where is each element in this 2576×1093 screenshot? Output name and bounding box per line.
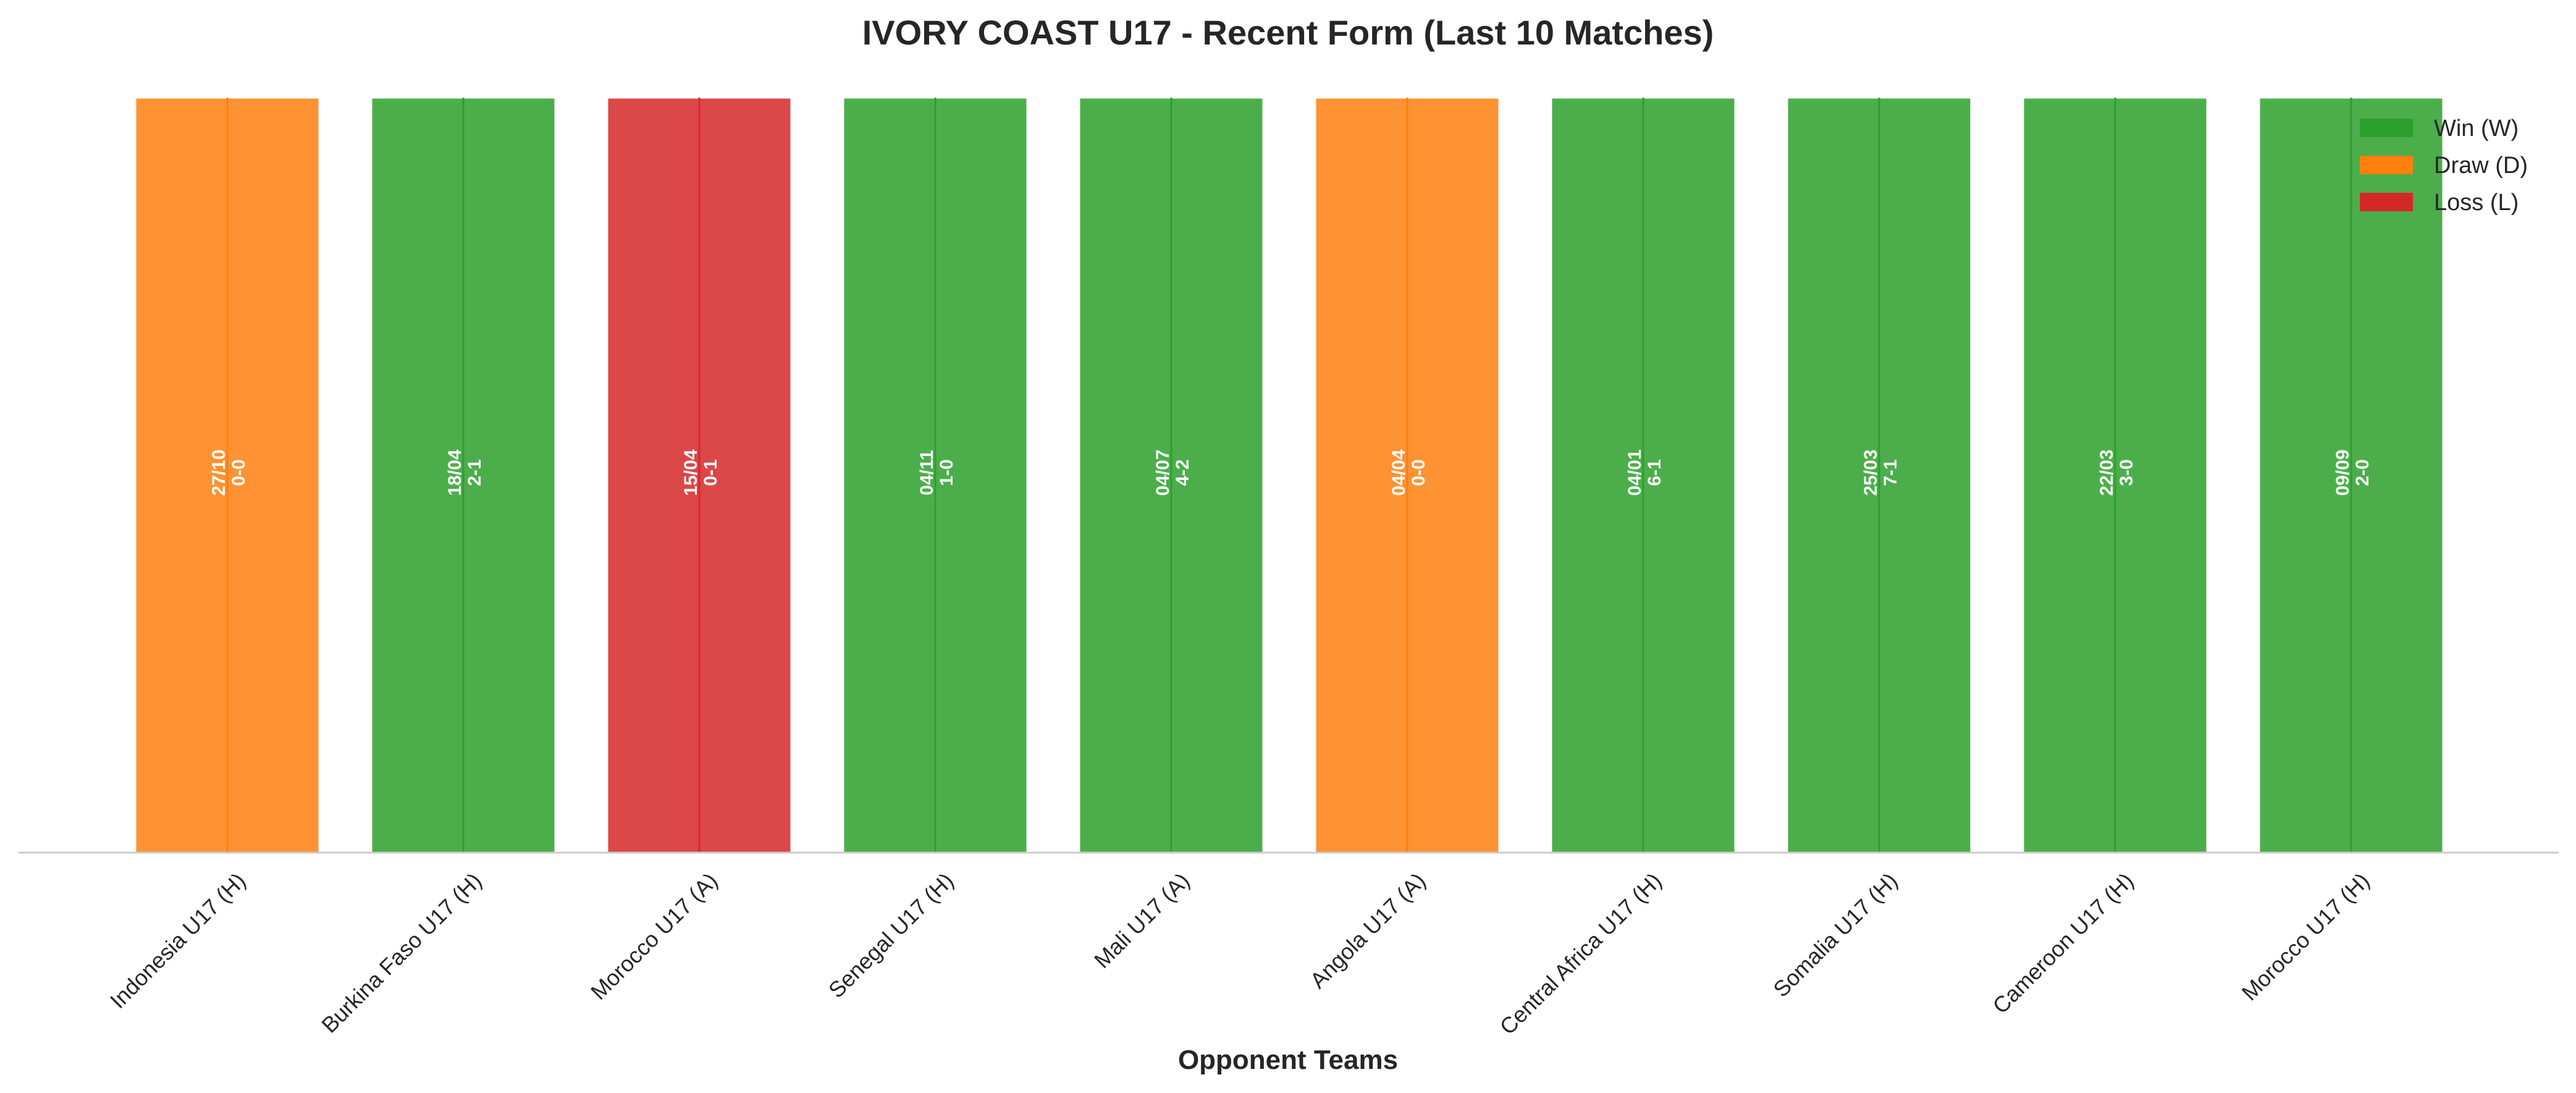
bar-label-2: 18/042-1 <box>445 449 485 496</box>
bar-label-9: 22/033-0 <box>2097 449 2137 496</box>
bar-label-3: 15/040-1 <box>681 449 721 496</box>
legend-label-d: Draw (D) <box>2434 153 2528 179</box>
bar-score-3: 0-1 <box>701 459 721 486</box>
legend: Win (W) Draw (D) Loss (L) <box>2360 116 2528 216</box>
bar-date-9: 22/03 <box>2097 449 2117 496</box>
chart-title: IVORY COAST U17 - Recent Form (Last 10 M… <box>862 13 1714 52</box>
bar-label-5: 04/074-2 <box>1153 449 1193 496</box>
bar-date-10: 09/09 <box>2333 449 2353 496</box>
x-tick-label-5: Mali U17 (A) <box>1089 867 1194 973</box>
legend-swatch-l <box>2360 193 2413 211</box>
bar-score-7: 6-1 <box>1644 459 1665 486</box>
bars-group: 27/100-0 18/042-1 15/040-1 04/111-0 04/074-2… <box>134 96 2444 854</box>
x-tick-label-4: Senegal U17 (H) <box>823 867 959 1003</box>
bar-score-8: 7-1 <box>1880 459 1901 486</box>
bar-date-4: 04/11 <box>917 450 937 495</box>
x-tick-label-1: Indonesia U17 (H) <box>105 867 251 1013</box>
x-tick-label-6: Angola U17 (A) <box>1305 867 1430 993</box>
x-tick-label-2: Burkina Faso U17 (H) <box>316 867 486 1037</box>
x-tick-label-9: Cameroon U17 (H) <box>1987 867 2138 1018</box>
legend-label-l: Loss (L) <box>2434 190 2519 216</box>
bar-score-1: 0-0 <box>229 459 249 486</box>
bar-score-10: 2-0 <box>2352 459 2373 486</box>
bar-date-2: 18/04 <box>445 449 465 496</box>
bar-date-1: 27/10 <box>209 449 229 496</box>
bar-label-10: 09/092-0 <box>2333 449 2373 496</box>
bar-date-6: 04/04 <box>1389 449 1409 496</box>
x-tick-label-8: Somalia U17 (H) <box>1768 867 1902 1002</box>
x-tick-labels: Indonesia U17 (H) Burkina Faso U17 (H) Mor… <box>105 867 2375 1039</box>
bar-score-6: 0-0 <box>1408 459 1429 486</box>
bar-score-9: 3-0 <box>2116 459 2137 486</box>
bar-score-2: 2-1 <box>465 459 485 486</box>
x-axis-label: Opponent Teams <box>1178 1045 1398 1075</box>
legend-label-w: Win (W) <box>2434 116 2519 141</box>
bar-label-1: 27/100-0 <box>209 449 249 496</box>
bar-label-4: 04/111-0 <box>917 450 957 495</box>
bar-date-8: 25/03 <box>1861 449 1881 496</box>
bar-date-3: 15/04 <box>681 449 701 496</box>
legend-swatch-w <box>2360 119 2413 137</box>
bar-date-5: 04/07 <box>1153 449 1173 496</box>
bar-score-4: 1-0 <box>937 459 957 486</box>
bar-label-6: 04/040-0 <box>1389 449 1429 496</box>
x-tick-label-10: Morocco U17 (H) <box>2237 867 2375 1005</box>
bar-label-8: 25/037-1 <box>1861 449 1901 496</box>
bar-date-7: 04/01 <box>1625 449 1645 496</box>
bar-score-5: 4-2 <box>1172 459 1193 486</box>
legend-swatch-d <box>2360 156 2413 174</box>
bar-label-7: 04/016-1 <box>1625 449 1665 496</box>
x-tick-label-3: Morocco U17 (A) <box>586 867 722 1004</box>
x-tick-label-7: Central Africa U17 (H) <box>1495 867 1667 1039</box>
